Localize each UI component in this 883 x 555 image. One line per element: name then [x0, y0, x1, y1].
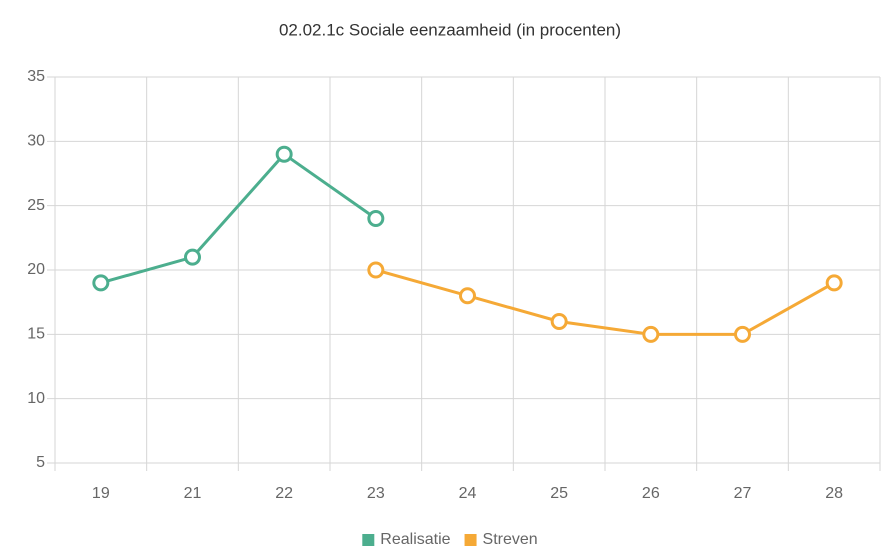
data-point	[825, 274, 843, 292]
data-point	[367, 210, 385, 228]
legend-swatch	[464, 534, 477, 546]
y-tick-label: 30	[27, 133, 45, 150]
series-line	[375, 268, 835, 336]
legend-label: Streven	[483, 531, 538, 548]
x-tick-label: 25	[550, 485, 568, 502]
y-tick-label: 25	[27, 197, 45, 214]
x-tick-label: 21	[184, 485, 202, 502]
data-point	[550, 312, 568, 330]
x-tick-label: 26	[642, 485, 660, 502]
x-tick-label: 19	[92, 485, 110, 502]
data-point	[642, 325, 660, 343]
data-point	[459, 287, 476, 305]
y-tick-label: 15	[27, 326, 45, 343]
chart-title: 02.02.1c Sociale eenzaamheid (in procent…	[279, 20, 621, 39]
data-point	[734, 325, 751, 343]
x-tick-label: 23	[367, 485, 385, 502]
x-tick-label: 22	[275, 485, 293, 502]
x-tick-label: 24	[459, 485, 477, 502]
legend-swatch	[362, 534, 375, 546]
data-point	[275, 145, 293, 163]
y-tick-label: 35	[27, 68, 45, 85]
data-point	[92, 274, 110, 292]
y-tick-label: 20	[27, 261, 45, 278]
series-line	[100, 152, 377, 285]
y-tick-label: 5	[36, 454, 45, 471]
x-tick-label: 27	[734, 485, 752, 502]
y-tick-label: 10	[27, 390, 45, 407]
legend-label: Realisatie	[380, 531, 450, 548]
x-tick-label: 28	[825, 485, 843, 502]
data-point	[367, 261, 385, 279]
data-point	[184, 248, 201, 266]
